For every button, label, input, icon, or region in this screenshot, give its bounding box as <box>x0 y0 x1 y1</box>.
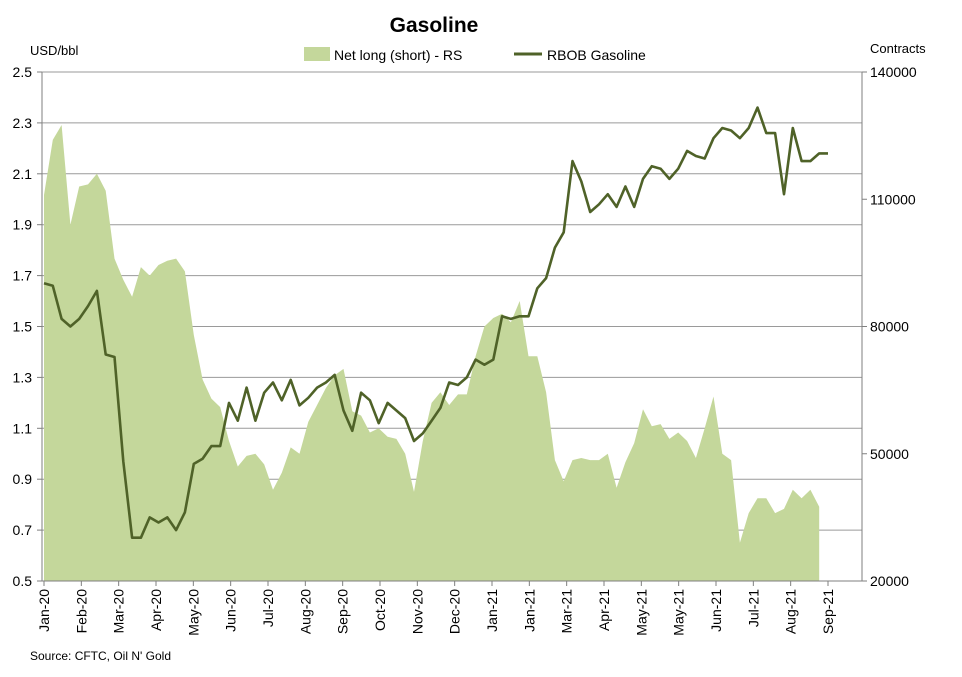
left-tick-label: 1.9 <box>13 217 33 233</box>
left-axis-tick-labels: 0.5 0.7 0.9 1.1 1.3 1.5 1.7 1.9 2.1 2.3 2.5 <box>13 64 33 589</box>
x-tick-label: Apr-20 <box>148 589 164 631</box>
x-axis-tick-labels: Jan-20 Feb-20 Mar-20 Apr-20 May-20 Jun-20 Jul-… <box>36 589 836 636</box>
x-tick-label: Nov-20 <box>409 589 425 634</box>
x-tick-label: Mar-21 <box>559 589 575 634</box>
left-tick-label: 1.1 <box>13 420 33 436</box>
x-tick-label: Jan-21 <box>521 589 537 632</box>
axes <box>37 71 867 586</box>
x-tick-label: Apr-21 <box>596 589 612 631</box>
chart-title: Gasoline <box>390 14 479 37</box>
left-tick-label: 2.1 <box>13 166 33 182</box>
x-tick-label: May-21 <box>633 589 649 636</box>
x-tick-label: Aug-20 <box>297 589 313 634</box>
x-tick-label: Feb-20 <box>73 589 89 634</box>
left-tick-label: 0.7 <box>13 522 33 538</box>
x-tick-label: May-21 <box>671 589 687 636</box>
left-tick-label: 1.5 <box>13 319 33 335</box>
right-tick-label: 110000 <box>870 191 916 207</box>
x-tick-label: Dec-20 <box>447 589 463 634</box>
source-note: Source: CFTC, Oil N' Gold <box>30 649 171 663</box>
x-tick-label: Sep-21 <box>820 589 836 634</box>
x-tick-label: Jun-20 <box>223 589 239 632</box>
right-tick-label: 80000 <box>870 319 909 335</box>
left-tick-label: 0.9 <box>13 471 33 487</box>
net-long-area <box>44 125 820 581</box>
right-axis-tick-labels: 20000 50000 80000 110000 140000 <box>870 64 917 589</box>
legend-label-rbob: RBOB Gasoline <box>547 47 646 63</box>
right-tick-label: 20000 <box>870 573 909 589</box>
x-tick-label: Jan-21 <box>484 589 500 632</box>
rbob-line-series <box>43 106 828 540</box>
x-tick-label: Aug-21 <box>783 589 799 634</box>
x-tick-label: Mar-20 <box>111 589 127 634</box>
x-tick-label: Oct-20 <box>372 589 388 631</box>
legend: Net long (short) - RS RBOB Gasoline <box>304 47 646 63</box>
left-tick-label: 2.5 <box>13 64 33 80</box>
x-tick-label: May-20 <box>185 589 201 636</box>
net-long-area-series <box>44 125 820 581</box>
rbob-line <box>43 106 828 540</box>
x-tick-label: Jun-21 <box>708 589 724 632</box>
x-tick-label: Jan-20 <box>36 589 52 632</box>
right-axis-unit-label: Contracts <box>870 41 926 56</box>
right-tick-label: 50000 <box>870 446 909 462</box>
right-tick-label: 140000 <box>870 64 917 80</box>
left-axis-unit-label: USD/bbl <box>30 43 79 58</box>
legend-swatch-net-long <box>304 47 330 61</box>
x-tick-label: Sep-20 <box>335 589 351 634</box>
left-tick-label: 0.5 <box>13 573 33 589</box>
x-tick-label: Jul-20 <box>260 589 276 627</box>
left-tick-label: 1.3 <box>13 369 33 385</box>
left-tick-label: 1.7 <box>13 268 33 284</box>
x-tick-label: Jul-21 <box>745 589 761 627</box>
left-tick-label: 2.3 <box>13 115 33 131</box>
legend-label-net-long: Net long (short) - RS <box>334 47 462 63</box>
